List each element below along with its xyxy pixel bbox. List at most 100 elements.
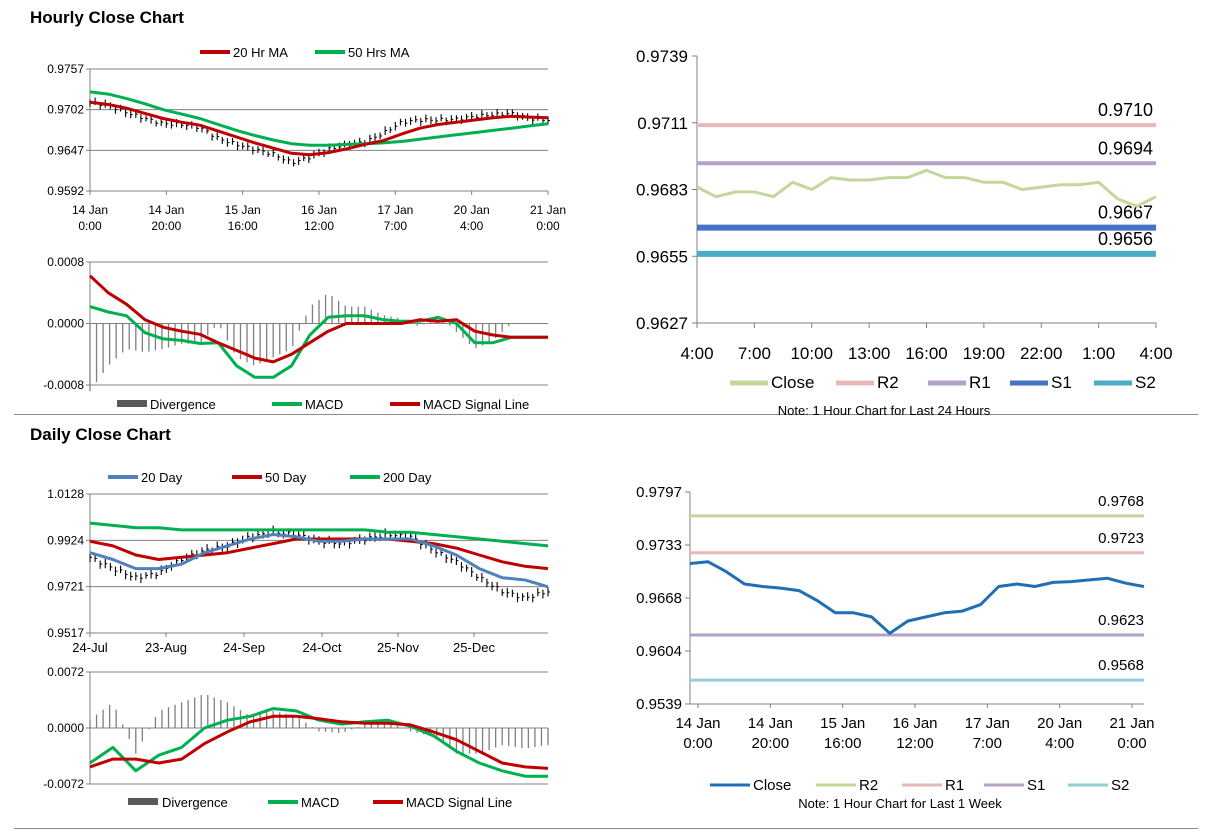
daily-price-y-tick-label: 0.9924 bbox=[47, 533, 84, 547]
x-tick-label: 16:00 bbox=[228, 219, 258, 233]
weekly-hourly-levels-chart: 0.9797 0.9733 0.9668 0.9604 0.9539 0.9768 0.97… bbox=[636, 484, 1154, 811]
legend-200-day-label: 200 Day bbox=[383, 470, 432, 485]
h24-x-tick-label: 1:00 bbox=[1082, 344, 1115, 363]
h24-x-tick-label: 16:00 bbox=[905, 344, 948, 363]
x-tick-label: 21 Jan bbox=[530, 203, 566, 217]
series-macd-line bbox=[89, 305, 548, 379]
week-x-tick-label: 16 Jan bbox=[892, 715, 937, 732]
week-x-tick-label: 17 Jan bbox=[965, 715, 1010, 732]
daily-price-y-tick-label: 1.0128 bbox=[47, 487, 84, 501]
x-tick-label: 20 Jan bbox=[454, 203, 490, 217]
legend-divergence-swatch bbox=[117, 400, 147, 407]
week-x-tick-label: 21 Jan bbox=[1109, 715, 1154, 732]
week-x-tick-label: 20 Jan bbox=[1037, 715, 1082, 732]
daily-macd-y-tick-label: 0.0072 bbox=[47, 665, 84, 679]
daily-x-tick-label: 25-Dec bbox=[453, 640, 495, 655]
week-series-close-line bbox=[689, 560, 1145, 635]
bottom-divider bbox=[14, 828, 1198, 829]
hourly-price-y-tick-label: 0.9592 bbox=[47, 184, 84, 198]
section-divider bbox=[14, 414, 1198, 415]
week-y-tick-label: 0.9668 bbox=[636, 590, 682, 607]
series-macd-signal-line bbox=[88, 274, 548, 364]
h24-legend-s1-label: S1 bbox=[1051, 373, 1072, 392]
h24-note: Note: 1 Hour Chart for Last 24 Hours bbox=[778, 403, 991, 416]
series-close-line bbox=[696, 168, 1157, 208]
series-200-day-line bbox=[89, 521, 549, 548]
legend-20hr-ma-label: 20 Hr MA bbox=[233, 45, 288, 60]
daily-price-y-tick-label: 0.9517 bbox=[47, 626, 84, 640]
week-y-tick-label: 0.9604 bbox=[636, 643, 682, 660]
week-y-tick-label: 0.9797 bbox=[636, 484, 682, 501]
h24-legend-close-label: Close bbox=[771, 373, 814, 392]
week-x-tick-label: 14 Jan bbox=[748, 715, 793, 732]
daily-x-tick-label: 24-Oct bbox=[302, 640, 341, 655]
h24-x-tick-label: 19:00 bbox=[963, 344, 1006, 363]
h24-y-tick-label: 0.9739 bbox=[636, 47, 688, 66]
week-legend-r1-label: R1 bbox=[945, 777, 964, 794]
hourly-section-title: Hourly Close Chart bbox=[30, 8, 184, 27]
h24-x-tick-label: 10:00 bbox=[790, 344, 833, 363]
week-level-s2-label: 0.9568 bbox=[1098, 657, 1144, 674]
hourly-macd-y-tick-label: 0.0000 bbox=[47, 317, 84, 331]
level-s2-label: 0.9656 bbox=[1098, 229, 1153, 249]
week-legend-close-label: Close bbox=[753, 777, 791, 794]
hourly-price-chart: 20 Hr MA 50 Hrs MA 0.9757 0.9702 0.9647 0.959… bbox=[47, 45, 566, 233]
daily-x-tick-label: 24-Jul bbox=[72, 640, 108, 655]
week-y-tick-label: 0.9539 bbox=[636, 696, 682, 713]
h24-y-tick-label: 0.9627 bbox=[636, 314, 688, 333]
daily-macd-chart: 0.0072 0.0000 -0.0072 Divergence MACD MACD Si… bbox=[43, 665, 549, 810]
week-x-tick-label: 16:00 bbox=[824, 735, 862, 752]
h24-legend-r1-label: R1 bbox=[969, 373, 991, 392]
week-x-tick-label: 20:00 bbox=[752, 735, 790, 752]
week-level-r2-label: 0.9768 bbox=[1098, 493, 1144, 510]
week-level-r1-label: 0.9723 bbox=[1098, 530, 1144, 547]
week-note: Note: 1 Hour Chart for Last 1 Week bbox=[798, 796, 1002, 811]
daily-price-chart: 20 Day 50 Day 200 Day 1.0128 0.9924 0.9721 0.9… bbox=[47, 470, 550, 655]
daily-legend-divergence-label: Divergence bbox=[162, 795, 228, 810]
series-50-day-line bbox=[89, 537, 549, 571]
week-legend-s1-label: S1 bbox=[1027, 777, 1045, 794]
x-tick-label: 16 Jan bbox=[301, 203, 337, 217]
h24-x-tick-label: 22:00 bbox=[1020, 344, 1063, 363]
x-tick-label: 14 Jan bbox=[72, 203, 108, 217]
h24-y-tick-label: 0.9711 bbox=[637, 114, 688, 133]
week-x-tick-label: 12:00 bbox=[896, 735, 934, 752]
week-x-tick-label: 15 Jan bbox=[820, 715, 865, 732]
daily-macd-y-tick-label: -0.0072 bbox=[43, 777, 84, 791]
week-x-tick-label: 4:00 bbox=[1045, 735, 1074, 752]
hourly-macd-y-tick-label: -0.0008 bbox=[43, 378, 84, 392]
level-r2-label: 0.9710 bbox=[1098, 100, 1153, 120]
hourly-price-y-tick-label: 0.9757 bbox=[47, 62, 84, 76]
h24-x-tick-label: 13:00 bbox=[848, 344, 891, 363]
week-x-tick-label: 14 Jan bbox=[675, 715, 720, 732]
daily-x-tick-label: 23-Aug bbox=[145, 640, 187, 655]
hourly-price-y-tick-label: 0.9647 bbox=[47, 143, 84, 157]
daily-section-title: Daily Close Chart bbox=[30, 425, 171, 444]
daily-x-tick-label: 25-Nov bbox=[377, 640, 419, 655]
x-tick-label: 0:00 bbox=[78, 219, 102, 233]
daily-legend-macd-label: MACD bbox=[301, 795, 339, 810]
x-tick-label: 7:00 bbox=[384, 219, 408, 233]
daily-legend-divergence-swatch bbox=[128, 798, 158, 805]
legend-macd-signal-label: MACD Signal Line bbox=[423, 397, 529, 412]
x-tick-label: 20:00 bbox=[151, 219, 181, 233]
x-tick-label: 14 Jan bbox=[148, 203, 184, 217]
daily-x-tick-label: 24-Sep bbox=[223, 640, 265, 655]
hourly-price-y-tick-label: 0.9702 bbox=[47, 103, 84, 117]
x-tick-label: 15 Jan bbox=[225, 203, 261, 217]
hourly-macd-y-tick-label: 0.0008 bbox=[47, 255, 84, 269]
h24-y-tick-label: 0.9655 bbox=[636, 247, 688, 266]
week-y-tick-label: 0.9733 bbox=[636, 537, 682, 554]
level-s1-label: 0.9667 bbox=[1098, 203, 1153, 223]
x-tick-label: 0:00 bbox=[536, 219, 560, 233]
x-tick-label: 12:00 bbox=[304, 219, 334, 233]
legend-macd-label: MACD bbox=[305, 397, 343, 412]
h24-x-tick-label: 4:00 bbox=[680, 344, 713, 363]
daily-price-y-tick-label: 0.9721 bbox=[47, 580, 84, 594]
daily-macd-y-tick-label: 0.0000 bbox=[47, 721, 84, 735]
week-x-tick-label: 0:00 bbox=[1117, 735, 1146, 752]
week-legend-s2-label: S2 bbox=[1111, 777, 1129, 794]
legend-50hrs-ma-label: 50 Hrs MA bbox=[348, 45, 410, 60]
week-level-s1-label: 0.9623 bbox=[1098, 612, 1144, 629]
